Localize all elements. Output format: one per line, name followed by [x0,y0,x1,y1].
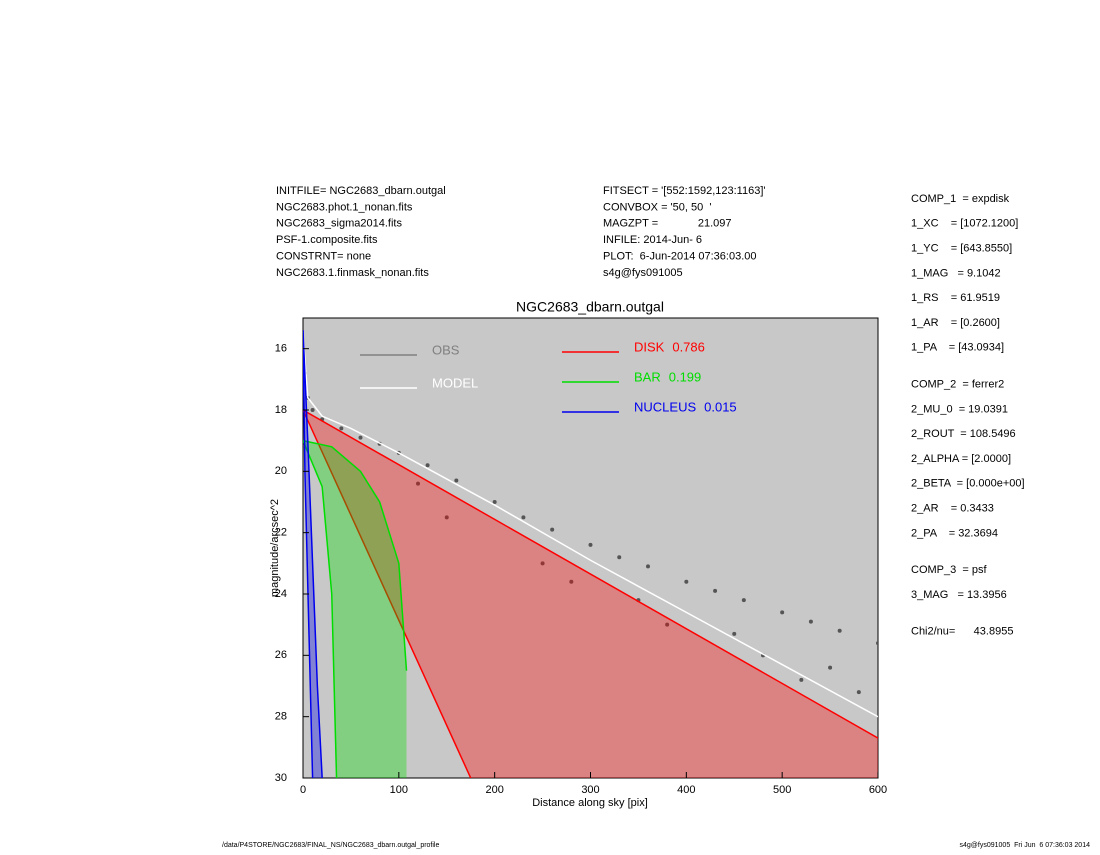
header-left-line: NGC2683_sigma2014.fits [276,218,402,230]
legend-label: OBS [432,342,460,357]
header-middle-line: CONVBOX = '50, 50 ' [603,201,711,213]
y-tick-label: 22 [275,527,287,539]
param-line: COMP_1 = expdisk [911,193,1010,205]
obs-point [416,481,420,486]
footer-right: s4g@fys091005 Fri Jun 6 07:36:03 2014 [960,842,1091,849]
profile-line [303,439,408,671]
obs-point [521,515,526,520]
y-tick-label: 20 [275,465,287,477]
obs-point [569,579,574,584]
obs-point [425,463,430,468]
param-line: 3_MAG = 13.3956 [911,589,1007,601]
y-tick-label: 24 [275,588,287,600]
obs-point [492,500,497,504]
profile-line [303,330,323,778]
plot-area [302,317,879,779]
legend-label: NUCLEUS [634,399,696,414]
y-tick-label: 26 [275,649,287,661]
header-middle-line: PLOT: 6-Jun-2014 07:36:03.00 [603,251,757,263]
header-left-line: NGC2683.phot.1_nonan.fits [276,201,413,213]
param-line: COMP_3 = psf [911,564,987,576]
profile-line [303,333,878,718]
param-line: 2_MU_0 = 19.0391 [911,403,1008,415]
y-tick-label: 16 [275,343,287,355]
x-tick-label: 400 [677,784,695,796]
header-left-line: PSF-1.composite.fits [276,234,378,246]
param-line: 1_PA = [43.0934] [911,342,1004,354]
x-tick-label: 600 [869,784,887,796]
obs-point [665,622,670,627]
param-line: 1_RS = 61.9519 [911,292,1000,304]
legend-label: BAR [634,369,661,384]
param-line: 2_BETA = [0.000e+00] [911,478,1025,490]
header-middle-line: s4g@fys091005 [603,267,683,279]
obs-point [808,619,813,624]
obs-point [876,641,878,646]
obs-point [550,527,555,532]
x-tick-label: 0 [300,784,306,796]
obs-point [837,628,842,633]
header-left-line: NGC2683.1.finmask_nonan.fits [276,267,429,279]
obs-point [588,542,593,547]
header-left-line: CONSTRNT= none [276,251,371,263]
param-line: 1_MAG = 9.1042 [911,267,1001,279]
legend-label: MODEL [432,375,478,390]
x-tick-label: 100 [390,784,408,796]
y-axis-label: magnitude/arcsec^2 [269,499,281,597]
obs-point [713,588,718,593]
footer-left: /data/P4STORE/NGC2683/FINAL_NS/NGC2683_d… [222,842,439,849]
param-line: 1_YC = [643.8550] [911,243,1012,255]
chart-title: NGC2683_dbarn.outgal [516,299,664,315]
component-inner-line [303,440,338,778]
legend-fraction: 0.015 [704,399,737,414]
legend-fraction: 0.199 [669,369,702,384]
param-line: 2_ALPHA = [2.0000] [911,453,1011,465]
obs-point [741,598,746,603]
x-tick-label: 500 [773,784,791,796]
param-line: Chi2/nu= 43.8955 [911,626,1013,638]
header-middle-line: MAGZPT = 21.097 [603,218,732,230]
component-band [303,440,407,778]
legend-fraction: 0.786 [672,339,705,354]
legend-label: DISK [634,339,665,354]
y-tick-label: 18 [275,404,287,416]
obs-point [339,426,344,431]
plot-marks [303,330,878,778]
obs-point [856,690,861,695]
obs-point [454,478,459,483]
x-axis-label: Distance along sky [pix] [532,797,648,809]
component-band [303,410,878,778]
param-line: 1_AR = [0.2600] [911,317,1000,329]
x-tick-label: 200 [485,784,503,796]
obs-point [732,631,737,636]
obs-point [310,408,315,412]
param-line: 2_ROUT = 108.5496 [911,428,1016,440]
obs-point [828,665,833,670]
param-line: 2_AR = 0.3433 [911,503,994,515]
y-tick-label: 28 [275,711,287,723]
param-line: 2_PA = 32.3694 [911,527,998,539]
profile-line [303,409,878,739]
obs-point [444,515,449,520]
y-tick-label: 30 [275,772,287,784]
obs-point [617,555,622,560]
obs-point [780,610,785,615]
obs-point [799,677,804,682]
header-middle-line: FITSECT = '[552:1592,123:1163]' [603,185,765,197]
obs-point [358,435,363,440]
obs-point [646,564,650,569]
header-left-line: INITFILE= NGC2683_dbarn.outgal [276,185,446,197]
x-tick-label: 300 [581,784,599,796]
component-inner-line [303,409,472,778]
header-middle-line: INFILE: 2014-Jun- 6 [603,234,702,246]
obs-point [540,561,545,566]
param-line: COMP_2 = ferrer2 [911,379,1004,391]
param-line: 1_XC = [1072.1200] [911,218,1018,230]
obs-point [684,579,689,584]
